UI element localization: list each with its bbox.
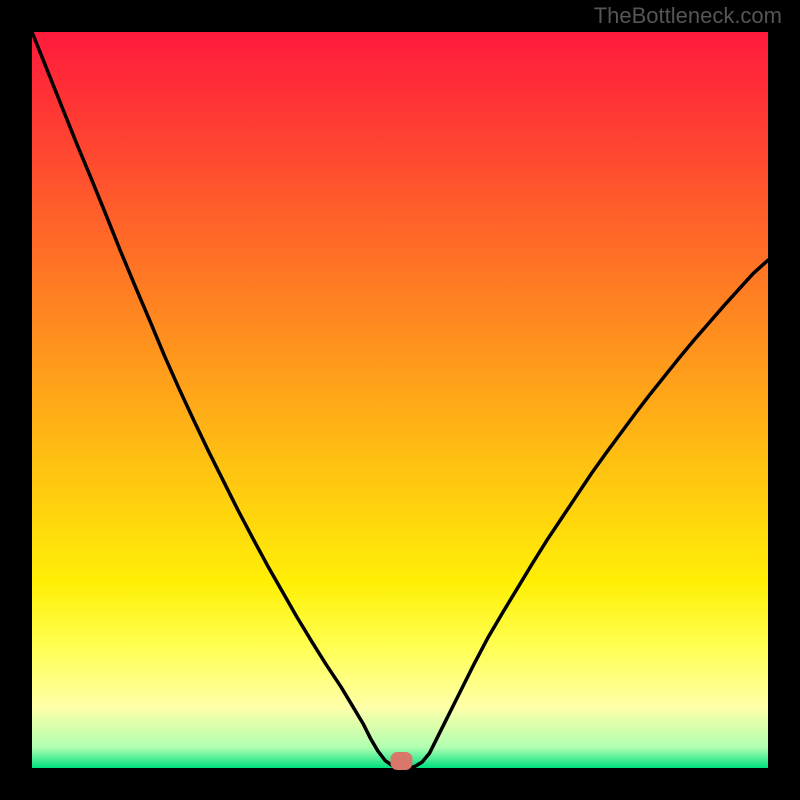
chart-svg: [0, 0, 800, 800]
bottleneck-chart: TheBottleneck.com: [0, 0, 800, 800]
optimal-marker: [390, 752, 412, 770]
chart-plot-area: [32, 32, 768, 768]
